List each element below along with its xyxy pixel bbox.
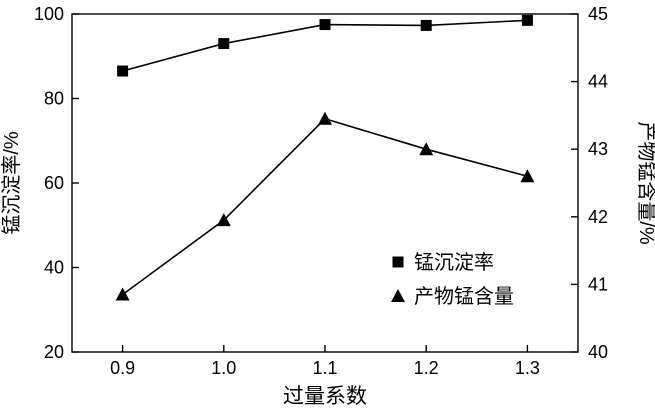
data-point-square [521, 14, 533, 26]
legend-label: 产物锰含量 [414, 285, 514, 308]
y-left-tick-label: 80 [44, 89, 64, 109]
y-right-tick-label: 45 [588, 4, 608, 24]
x-tick-label: 1.3 [515, 358, 540, 378]
y-right-tick-label: 43 [588, 139, 608, 159]
data-point-triangle [115, 287, 130, 301]
y-left-axis-title: 锰沉淀率/% [0, 131, 23, 235]
y-left-tick-label: 100 [34, 4, 64, 24]
x-axis-title: 过量系数 [283, 385, 367, 408]
data-point-square [218, 38, 230, 50]
data-point-triangle [419, 142, 434, 156]
y-right-tick-label: 40 [588, 342, 608, 362]
x-tick-label: 1.2 [414, 358, 439, 378]
y-right-tick-label: 42 [588, 207, 608, 227]
y-left-tick-label: 20 [44, 342, 64, 362]
legend-label: 锰沉淀率 [414, 251, 494, 274]
data-point-square [319, 19, 331, 31]
legend-marker-square [392, 256, 404, 268]
y-right-axis-title: 产物锰含量/% [635, 121, 655, 245]
data-point-square [117, 65, 129, 77]
y-left-tick-label: 60 [44, 173, 64, 193]
data-point-triangle [216, 213, 231, 227]
x-tick-label: 0.9 [110, 358, 135, 378]
x-tick-label: 1.1 [312, 358, 337, 378]
data-point-square [420, 19, 432, 31]
data-point-triangle [520, 169, 535, 183]
y-right-tick-label: 44 [588, 72, 608, 92]
y-left-tick-label: 40 [44, 258, 64, 278]
x-tick-label: 1.0 [211, 358, 236, 378]
data-point-triangle [318, 111, 332, 125]
legend-marker-triangle [391, 289, 405, 302]
y-right-tick-label: 41 [588, 274, 608, 294]
